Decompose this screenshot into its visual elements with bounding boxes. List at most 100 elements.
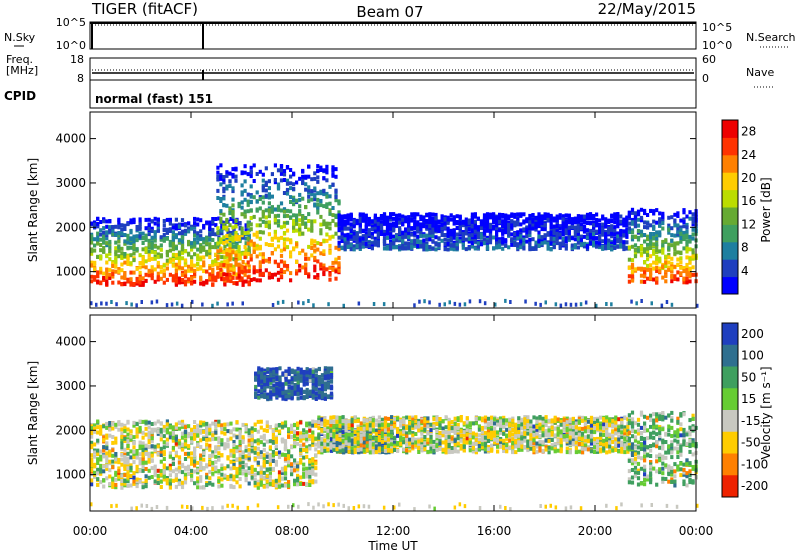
echo-cell	[99, 280, 103, 285]
echo-cell	[279, 208, 284, 213]
echo-cell	[241, 457, 245, 462]
echo-cell	[431, 222, 435, 227]
echo-cell	[498, 228, 502, 233]
echo-cell	[280, 452, 285, 457]
echo-cell	[310, 191, 314, 196]
echo-cell	[180, 485, 185, 490]
echo-cell	[492, 226, 496, 231]
echo-cell	[159, 479, 163, 484]
echo-cell	[247, 431, 251, 435]
echo-cell	[407, 235, 411, 240]
echo-cell	[132, 475, 136, 480]
echo-cell	[196, 262, 200, 267]
echo-cell	[682, 269, 686, 274]
echo-cell	[228, 252, 232, 257]
echo-cell	[549, 236, 553, 241]
echo-cell	[498, 212, 502, 217]
echo-cell	[349, 231, 353, 236]
echo-cell	[108, 276, 112, 280]
echo-cell	[155, 299, 159, 304]
echo-cell	[232, 267, 236, 272]
echo-cell	[296, 466, 300, 471]
echo-cell	[389, 245, 393, 249]
echo-cell	[407, 227, 411, 232]
echo-cell	[516, 220, 520, 225]
echo-cell	[635, 301, 638, 306]
echo-cell	[120, 481, 124, 486]
echo-cell	[177, 238, 182, 243]
echo-cell	[319, 266, 323, 271]
echo-cell	[649, 241, 653, 246]
echo-cell	[273, 214, 277, 219]
echo-cell	[613, 246, 617, 250]
echo-cell	[162, 450, 166, 455]
echo-cell	[222, 212, 226, 217]
echo-cell	[228, 249, 232, 254]
echo-cell	[328, 211, 332, 216]
echo-cell	[276, 236, 281, 241]
echo-cell	[232, 474, 236, 479]
echo-cell	[358, 219, 362, 224]
echo-cell	[425, 233, 429, 238]
echo-cell	[208, 266, 212, 271]
echo-cell	[452, 243, 456, 248]
echo-cell	[282, 237, 287, 242]
echo-cell	[99, 431, 103, 436]
echo-cell	[370, 219, 374, 224]
echo-cell	[485, 215, 490, 219]
echo-cell	[117, 234, 121, 238]
echo-cell	[153, 479, 157, 484]
echo-cell	[156, 220, 160, 225]
echo-cell	[120, 231, 124, 236]
echo-cell	[171, 252, 175, 257]
echo-cell	[298, 197, 302, 202]
echo-cell	[120, 246, 124, 251]
echo-cell	[531, 237, 535, 242]
echo-cell	[217, 457, 221, 462]
echo-cell	[349, 222, 353, 227]
echo-cell	[117, 223, 121, 228]
echo-cell	[216, 271, 220, 276]
echo-cell	[177, 465, 182, 470]
echo-cell	[313, 171, 317, 176]
echo-cell	[211, 482, 215, 487]
echo-cell	[273, 247, 277, 252]
echo-cell	[331, 267, 335, 272]
echo-cell	[516, 212, 520, 217]
echo-cell	[355, 231, 359, 236]
echo-cell	[495, 237, 499, 242]
echo-cell	[643, 233, 647, 237]
echo-cell	[120, 452, 124, 457]
echo-cell	[222, 225, 226, 230]
echo-cell	[598, 238, 602, 243]
echo-cell	[528, 213, 532, 218]
echo-cell	[105, 281, 109, 286]
echo-cell	[358, 216, 362, 221]
echo-cell	[226, 438, 230, 443]
echo-cell	[226, 476, 230, 481]
echo-cell	[126, 460, 130, 465]
echo-cell	[111, 453, 115, 458]
echo-cell	[504, 225, 508, 229]
echo-cell	[325, 221, 329, 226]
echo-cell	[479, 232, 484, 237]
echo-cell	[595, 240, 599, 245]
echo-cell	[132, 460, 136, 465]
echo-cell	[231, 172, 235, 177]
echo-cell	[570, 219, 574, 224]
echo-cell	[531, 213, 535, 217]
echo-cell	[187, 434, 191, 439]
echo-cell	[685, 262, 689, 267]
echo-cell	[129, 261, 133, 266]
echo-cell	[132, 220, 136, 225]
echo-cell	[655, 248, 659, 253]
echo-cell	[401, 222, 405, 227]
echo-cell	[564, 231, 568, 236]
echo-cell	[231, 189, 235, 194]
echo-cell	[193, 279, 197, 284]
echo-cell	[217, 440, 221, 445]
echo-cell	[208, 272, 212, 277]
echo-cell	[223, 427, 227, 432]
echo-cell	[434, 219, 438, 224]
echo-cell	[105, 464, 109, 469]
